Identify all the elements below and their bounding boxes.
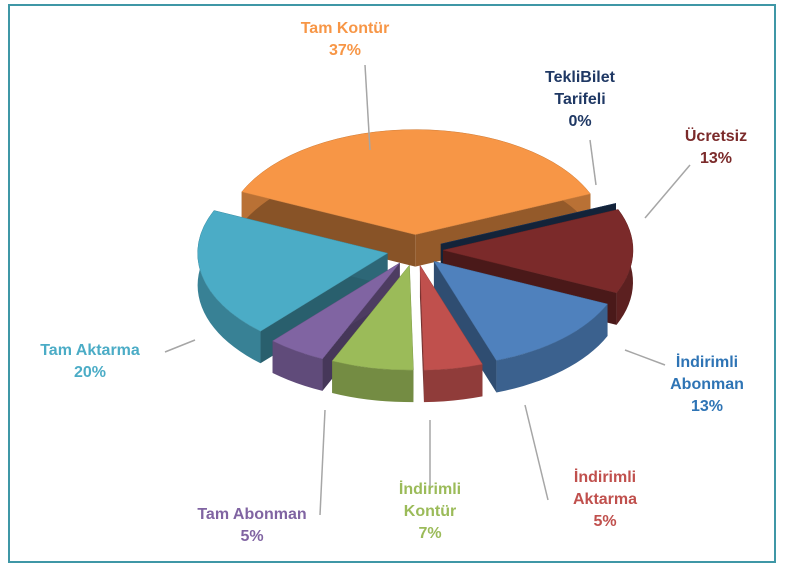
leader-line bbox=[364, 64, 371, 151]
slice-side bbox=[423, 364, 483, 403]
slice-side bbox=[433, 261, 497, 393]
leader-line bbox=[524, 404, 549, 501]
value-label: 13% bbox=[690, 398, 724, 415]
data-label: TekliBilet Tarifeli 0% bbox=[525, 67, 635, 133]
value-label: 5% bbox=[593, 513, 617, 530]
pie-slice bbox=[331, 264, 414, 371]
category-label: İndirimli Kontür bbox=[398, 481, 462, 520]
leader-line bbox=[624, 349, 666, 366]
data-label: İndirimli Aktarma 5% bbox=[550, 467, 660, 533]
chart-frame bbox=[8, 4, 776, 563]
data-label: Tam Kontür 37% bbox=[270, 18, 420, 62]
slice-side bbox=[496, 304, 608, 393]
category-label: Tam Aktarma bbox=[40, 342, 140, 359]
value-label: 0% bbox=[568, 113, 592, 130]
pie-slice bbox=[433, 260, 608, 361]
data-label: Tam Aktarma 20% bbox=[10, 340, 170, 384]
value-label: 5% bbox=[240, 528, 264, 545]
pie-slice bbox=[440, 203, 617, 245]
value-label: 13% bbox=[699, 150, 733, 167]
category-label: İndirimli Aktarma bbox=[572, 469, 638, 508]
data-label: İndirimli Abonman 13% bbox=[652, 352, 762, 418]
category-label: TekliBilet Tarifeli bbox=[545, 69, 615, 108]
slice-side bbox=[197, 210, 261, 364]
slice-group bbox=[419, 264, 483, 403]
leader-line bbox=[319, 409, 326, 516]
pie-slice bbox=[197, 210, 389, 332]
slice-side bbox=[241, 191, 416, 267]
data-label: Ücretsiz 13% bbox=[661, 126, 771, 170]
slice-group bbox=[331, 264, 414, 403]
pie-slice bbox=[272, 262, 400, 360]
value-label: 7% bbox=[418, 525, 442, 542]
category-label: Tam Abonman bbox=[197, 506, 307, 523]
pie-slice bbox=[241, 129, 591, 235]
data-label: İndirimli Kontür 7% bbox=[380, 479, 480, 545]
category-label: Tam Kontür bbox=[300, 20, 390, 37]
leader-line bbox=[164, 339, 196, 353]
leader-line bbox=[589, 139, 597, 186]
data-label: Tam Abonman 5% bbox=[172, 504, 332, 548]
category-label: Ücretsiz bbox=[684, 128, 748, 145]
category-label: İndirimli Abonman bbox=[670, 354, 744, 393]
value-label: 37% bbox=[328, 42, 362, 59]
slice-side bbox=[419, 265, 424, 403]
slice-side bbox=[272, 340, 323, 391]
leader-line bbox=[644, 164, 691, 219]
pie-slice bbox=[442, 209, 634, 294]
slice-group bbox=[433, 260, 608, 393]
pie-slice bbox=[419, 264, 483, 371]
slice-side bbox=[332, 361, 414, 403]
value-label: 20% bbox=[73, 364, 107, 381]
